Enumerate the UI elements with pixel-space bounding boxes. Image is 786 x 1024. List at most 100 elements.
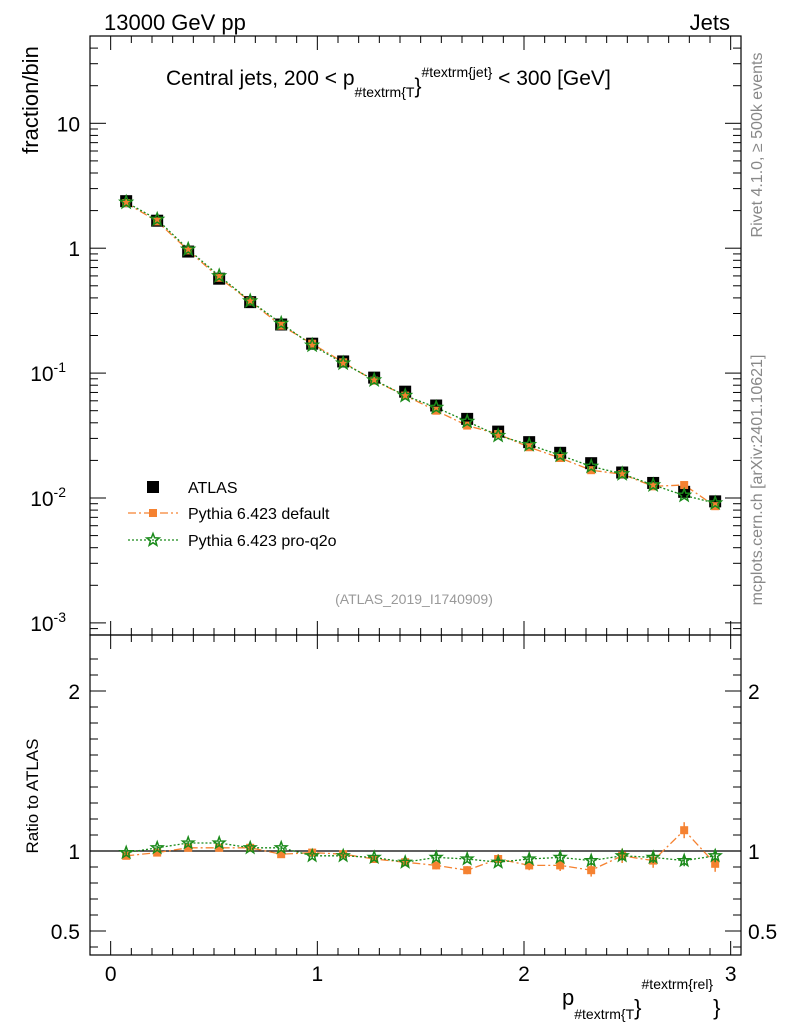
point-pythia-pro-q2o <box>396 386 414 403</box>
ratio-line-pythia-pro-q2o <box>126 842 716 863</box>
y-tick-label-bottom: 2 <box>68 681 80 704</box>
chart-title-tail: < 300 [GeV] <box>492 67 611 90</box>
ratio-point-pythia-default <box>215 843 224 852</box>
ratio-point-pythia-default <box>587 866 596 875</box>
ratio-point-pythia-default <box>463 866 472 875</box>
point-pythia-pro-q2o <box>520 436 538 452</box>
point-pythia-default <box>587 466 596 475</box>
y-axis-label-bottom: Ratio to ATLAS <box>23 739 42 854</box>
ratio-point-pythia-pro-q2o <box>273 839 289 855</box>
chart-title: Central jets, 200 < p#textrm{T}#textrm{j… <box>166 64 611 100</box>
ratio-point-pythia-default <box>711 859 720 868</box>
y-tick-label-bottom-right: 2 <box>748 681 760 704</box>
point-pythia-default <box>463 421 472 430</box>
ratio-point-pythia-default <box>184 843 193 852</box>
x-axis-label-sup: #textrm{rel} <box>642 976 714 992</box>
mcplots-label: mcplots.cern.ch [arXiv:2401.10621] <box>749 355 766 606</box>
chart-title-sub: #textrm{T <box>355 84 415 100</box>
point-pythia-pro-q2o <box>551 446 569 463</box>
x-tick-label: 2 <box>518 963 530 986</box>
y-tick-label-exp: -2 <box>54 484 67 500</box>
x-axis-label-brace-2: } <box>713 995 720 1020</box>
ratio-point-pythia-pro-q2o <box>645 849 661 865</box>
y-tick-label-base: 1 <box>68 238 80 261</box>
x-tick-label: 3 <box>725 963 737 986</box>
y-tick-label-bottom: 1 <box>68 841 80 864</box>
y-tick-label-bottom-right: 0.5 <box>748 921 777 944</box>
ratio-panel: 0 1 2 3 0.5 0.5 1 1 2 2 <box>51 634 777 986</box>
y-tick-label-exp: -3 <box>54 609 67 625</box>
ratio-point-pythia-default <box>680 826 689 835</box>
ratio-point-pythia-pro-q2o <box>428 849 444 865</box>
ratio-point-pythia-pro-q2o <box>459 850 475 866</box>
legend-label: Pythia 6.423 pro-q2o <box>188 533 337 550</box>
y-tick-label-top: 10-3 <box>30 609 66 636</box>
ratio-point-pythia-pro-q2o <box>118 844 134 860</box>
ratio-point-pythia-pro-q2o <box>490 853 506 869</box>
point-pythia-default <box>184 246 193 255</box>
ratio-point-pythia-default <box>525 861 534 870</box>
point-pythia-pro-q2o <box>489 426 507 443</box>
ratio-point-pythia-pro-q2o <box>366 849 382 865</box>
point-pythia-pro-q2o <box>272 314 290 331</box>
point-pythia-default <box>618 470 627 479</box>
y-tick-label-bottom-right: 1 <box>748 841 760 864</box>
ratio-line-pythia-default <box>126 829 716 871</box>
y-axis-label-top: fraction/bin <box>18 46 43 154</box>
ratio-point-pythia-pro-q2o <box>149 839 165 855</box>
point-pythia-pro-q2o <box>365 371 383 388</box>
y-tick-label-base: 10 <box>57 113 80 136</box>
point-pythia-pro-q2o <box>148 210 166 227</box>
point-pythia-pro-q2o <box>303 336 321 353</box>
ratio-point-pythia-default <box>153 848 162 857</box>
point-pythia-pro-q2o <box>241 292 259 308</box>
x-tick-label: 0 <box>105 963 117 986</box>
rivet-version-label: Rivet 4.1.0, ≥ 500k events <box>749 53 766 238</box>
point-pythia-pro-q2o <box>179 240 197 257</box>
point-pythia-default <box>401 391 410 400</box>
point-pythia-pro-q2o <box>706 494 724 511</box>
line-pythia-default <box>125 202 716 507</box>
header-left: 13000 GeV pp <box>104 10 246 35</box>
ratio-point-pythia-pro-q2o <box>614 847 630 863</box>
y-tick-label-top: 10-2 <box>30 484 66 511</box>
analysis-watermark: (ATLAS_2019_I1740909) <box>335 591 493 607</box>
x-axis-label-main: p <box>562 985 574 1010</box>
point-pythia-pro-q2o <box>613 465 631 481</box>
ratio-point-pythia-pro-q2o <box>304 847 320 863</box>
ratio-point-pythia-default <box>432 861 441 870</box>
chart-title-sup: #textrm{jet} <box>421 64 492 80</box>
y-tick-label-base: 10 <box>30 613 53 636</box>
legend: ATLAS Pythia 6.423 default Pythia 6.423 pr… <box>128 480 337 550</box>
point-pythia-pro-q2o <box>427 398 445 415</box>
y-tick-label-top: 1 <box>68 238 80 261</box>
point-pythia-default <box>122 199 131 208</box>
y-tick-label-exp: -1 <box>54 359 67 375</box>
header-right: Jets <box>690 10 730 35</box>
ratio-point-pythia-pro-q2o <box>521 850 537 866</box>
ratio-point-pythia-pro-q2o <box>180 834 196 850</box>
legend-marker-pythia-default <box>149 509 157 517</box>
legend-label: Pythia 6.423 default <box>188 506 330 523</box>
legend-marker-pythia-pro-q2o <box>144 531 162 548</box>
point-pythia-default <box>649 482 658 491</box>
chart-title-main: Central jets, 200 < p <box>166 67 355 90</box>
point-pythia-pro-q2o <box>334 354 352 371</box>
y-tick-label-base: 10 <box>30 363 53 386</box>
ratio-point-pythia-pro-q2o <box>676 852 692 868</box>
point-pythia-pro-q2o <box>210 267 228 283</box>
point-pythia-default <box>370 376 379 385</box>
point-pythia-default <box>246 297 255 306</box>
point-pythia-pro-q2o <box>117 193 135 210</box>
x-tick-label: 1 <box>311 963 323 986</box>
ratio-point-pythia-default <box>556 861 565 870</box>
point-pythia-default <box>680 481 689 490</box>
legend-marker-atlas <box>147 481 159 493</box>
ratio-point-pythia-pro-q2o <box>242 839 258 855</box>
x-axis-label: p#textrm{T}#textrm{rel}} <box>562 976 720 1022</box>
ratio-panel-frame <box>89 634 742 956</box>
y-tick-label-base: 10 <box>30 488 53 511</box>
line-pythia-pro-q2o <box>125 201 716 504</box>
